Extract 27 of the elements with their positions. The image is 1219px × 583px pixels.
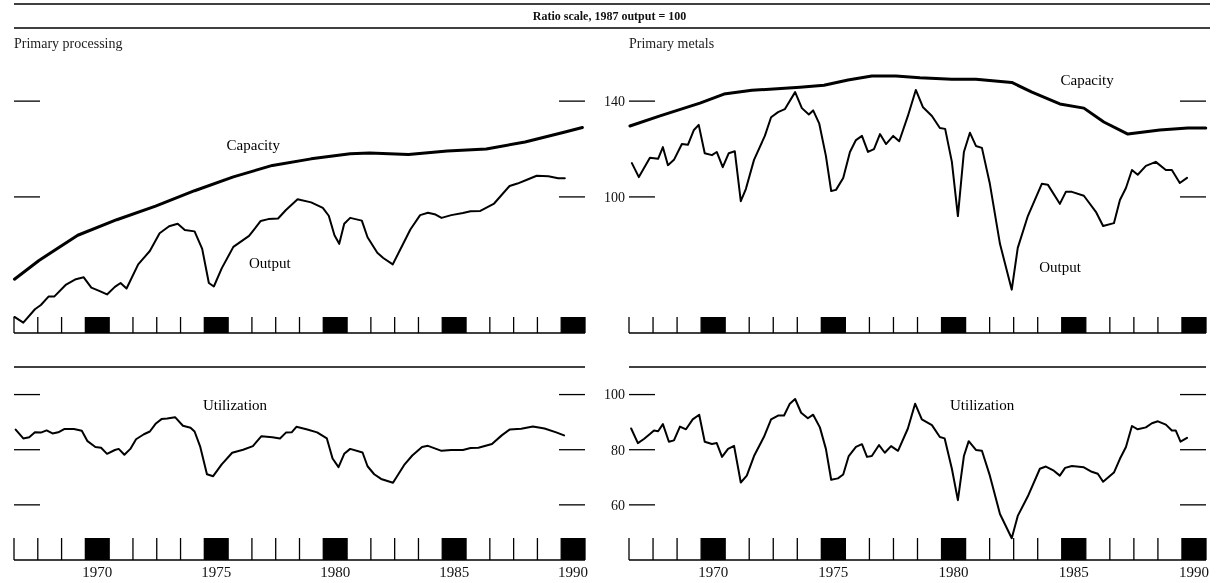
x-tick-label: 1985 — [439, 564, 470, 580]
x-tick-label: 1970 — [82, 564, 113, 580]
x-tick-label: 1990 — [1178, 564, 1209, 580]
series-label: Utilization — [202, 397, 268, 414]
x-tick-label: 1980 — [320, 564, 351, 580]
text: Primary processing — [14, 36, 123, 51]
y-tick-label: 60 — [611, 497, 625, 513]
series-label: Capacity — [226, 137, 281, 153]
x-tick-label: 1985 — [1058, 564, 1089, 580]
line-series — [630, 88, 1189, 291]
series-label: Utilization — [950, 397, 1015, 414]
series-label: Capacity — [1060, 72, 1115, 89]
text: Primary metals — [629, 36, 715, 51]
y-tick-label: 100 — [604, 387, 625, 403]
x-tick-label: 1990 — [558, 564, 589, 580]
series-label: Output — [248, 255, 292, 272]
y-tick-label: 80 — [611, 442, 625, 458]
x-tick-label: 1970 — [698, 564, 729, 580]
x-tick-label: 1980 — [938, 564, 969, 580]
y-tick-label: 100 — [604, 189, 625, 205]
x-tick-label: 1975 — [201, 564, 232, 580]
y-tick-label: 140 — [604, 94, 625, 110]
line-series — [630, 397, 1189, 540]
x-tick-label: 1975 — [818, 564, 849, 580]
line-series — [628, 74, 1208, 136]
text: Ratio scale, 1987 output = 100 — [532, 9, 687, 23]
series-label: Output — [1039, 259, 1082, 275]
